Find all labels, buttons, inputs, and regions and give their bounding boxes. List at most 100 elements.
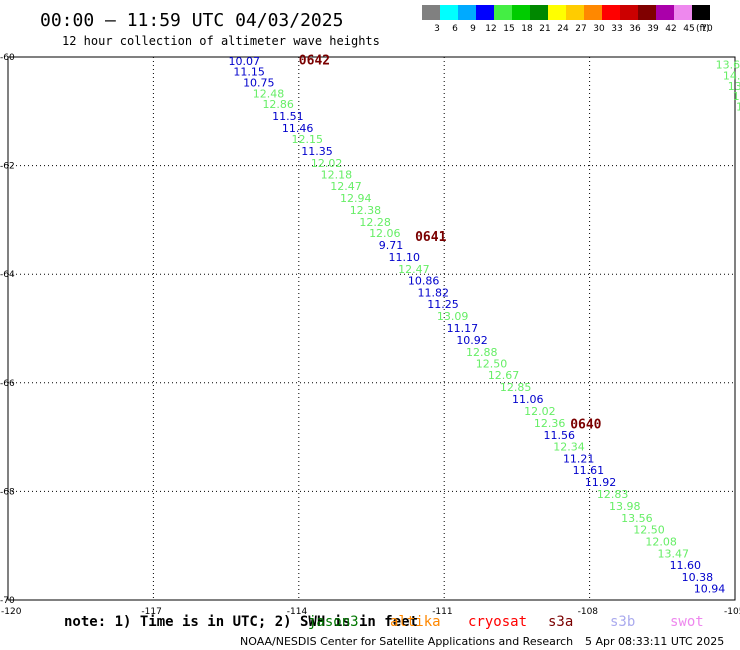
legend-swatch <box>530 5 548 20</box>
legend-label: 27 <box>575 24 586 34</box>
legend-swatch <box>620 5 638 20</box>
wave-height-value: 13.5 <box>728 80 740 93</box>
wave-height-value: 12.86 <box>262 98 294 111</box>
lon-tick-label: -108 <box>578 607 599 617</box>
lat-lon-grid <box>8 57 735 600</box>
legend-swatch <box>656 5 674 20</box>
pass-labels: 0642 0641 0640 <box>299 54 602 433</box>
wave-height-value: 12.02 <box>524 405 556 418</box>
legend-label: 15 <box>503 24 514 34</box>
wave-height-value: 12.88 <box>466 346 498 359</box>
wave-height-value: 10.38 <box>682 571 714 584</box>
wave-height-value: 9.71 <box>379 239 404 252</box>
legend-label: 39 <box>647 24 659 34</box>
lon-tick-label: -117 <box>141 607 161 617</box>
pass-id-label: 0642 <box>299 54 330 69</box>
wave-height-value: 12.38 <box>350 204 382 217</box>
wave-height-value: 1 <box>736 100 740 113</box>
legend-label: 33 <box>611 24 622 34</box>
lon-tick-label: -114 <box>287 607 308 617</box>
legend-label: 9 <box>470 24 476 34</box>
legend-label: 21 <box>539 24 550 34</box>
legend-swatch <box>422 5 440 20</box>
legend-label: 18 <box>521 24 533 34</box>
legend-label: 42 <box>665 24 676 34</box>
satellite-name: cryosat <box>468 614 527 630</box>
wave-height-value: 13.66 <box>716 59 740 72</box>
wave-height-value: 13.47 <box>657 547 689 560</box>
wave-height-value: 12.48 <box>253 87 284 100</box>
lat-tick-label: -64 <box>0 270 15 280</box>
wave-height-value: 11.35 <box>301 145 333 158</box>
units-note: note: 1) Time is in UTC; 2) SWH is in fe… <box>64 614 418 630</box>
lat-tick-label: -62 <box>0 162 15 172</box>
legend-swatch <box>494 5 512 20</box>
legend-swatch <box>674 5 692 20</box>
legend-swatch <box>602 5 620 20</box>
generated-timestamp: 5 Apr 08:33:11 UTC 2025 <box>585 635 724 648</box>
legend-swatch <box>584 5 602 20</box>
legend-swatch <box>566 5 584 20</box>
wave-height-value: 10.94 <box>694 583 726 596</box>
legend-label: 30 <box>593 24 605 34</box>
wave-height-value: 11.60 <box>670 559 702 572</box>
wave-height-value: 11.10 <box>388 251 420 264</box>
legend-label: 36 <box>629 24 641 34</box>
lat-tick-label: -68 <box>0 487 15 497</box>
wave-height-value: 12.94 <box>340 192 372 205</box>
satellite-name: altika <box>390 614 441 630</box>
legend-label: 45 <box>683 24 694 34</box>
lon-tick-label: -105 <box>724 607 740 617</box>
wave-height-value: 11.82 <box>418 287 450 300</box>
wave-height-value: 13.09 <box>437 310 469 323</box>
wave-height-value: 12.50 <box>633 523 665 536</box>
legend-swatch <box>548 5 566 20</box>
legend-unit: (ft) <box>696 24 710 34</box>
wave-height-value: 11.92 <box>585 476 617 489</box>
lat-tick-label: -70 <box>0 596 15 606</box>
wave-height-value: 10.86 <box>408 275 440 288</box>
wave-height-value: 11.51 <box>272 110 304 123</box>
wave-height-value: 12.67 <box>488 369 520 382</box>
legend-label: 6 <box>452 24 458 34</box>
legend-swatch <box>638 5 656 20</box>
satellite-name: jason3 <box>308 614 359 630</box>
wave-height-value: 12.50 <box>476 357 508 370</box>
wave-height-value: 12.06 <box>369 227 401 240</box>
wave-height-value: 11.06 <box>512 393 544 406</box>
legend-swatch <box>458 5 476 20</box>
wave-height-value: 12.36 <box>534 417 566 430</box>
wave-height-value: 11.56 <box>544 429 576 442</box>
satellite-name: swot <box>670 614 704 630</box>
legend-label: 70 <box>701 24 713 34</box>
pass-id-label: 0641 <box>415 230 446 245</box>
wave-height-value: 12.85 <box>500 381 531 394</box>
axis-labels: -120 -117 -114 -111 -108 -105 -60 -62 -64 -66 -68 -… <box>0 53 740 617</box>
wave-height-legend: 3 6 9 12 15 18 21 24 27 30 33 36 39 42 45 70(ft) <box>422 5 713 34</box>
wave-height-value: 13.56 <box>621 512 653 525</box>
wave-height-value: 12.47 <box>398 263 430 276</box>
wave-height-value: 10.92 <box>456 334 488 347</box>
legend-swatch <box>440 5 458 20</box>
wave-height-value: 12.18 <box>321 168 353 181</box>
lat-tick-label: -60 <box>0 53 15 63</box>
satellite-key: jason3 altika cryosat s3a s3b swot <box>308 614 704 630</box>
legend-label: 12 <box>485 24 496 34</box>
map-frame <box>7 56 736 601</box>
wave-height-value: 14.82 <box>723 69 740 82</box>
wave-height-value: 1 <box>733 90 740 103</box>
legend-swatch <box>692 5 710 20</box>
satellite-name: s3b <box>610 614 635 630</box>
wave-height-values: 10.0711.1510.7512.4812.8611.5111.4612.15… <box>229 55 740 596</box>
wave-height-value: 10.75 <box>243 77 275 90</box>
legend-label: 24 <box>557 24 569 34</box>
wave-height-value: 12.47 <box>330 180 362 193</box>
wave-height-value: 11.25 <box>427 298 459 311</box>
wave-height-value: 11.46 <box>282 122 314 135</box>
pass-id-label: 0640 <box>570 418 601 433</box>
legend-swatch <box>512 5 530 20</box>
lon-tick-label: -111 <box>432 607 452 617</box>
wave-height-value: 11.21 <box>563 452 595 465</box>
wave-height-value: 12.02 <box>311 157 343 170</box>
wave-height-value: 12.15 <box>292 133 324 146</box>
